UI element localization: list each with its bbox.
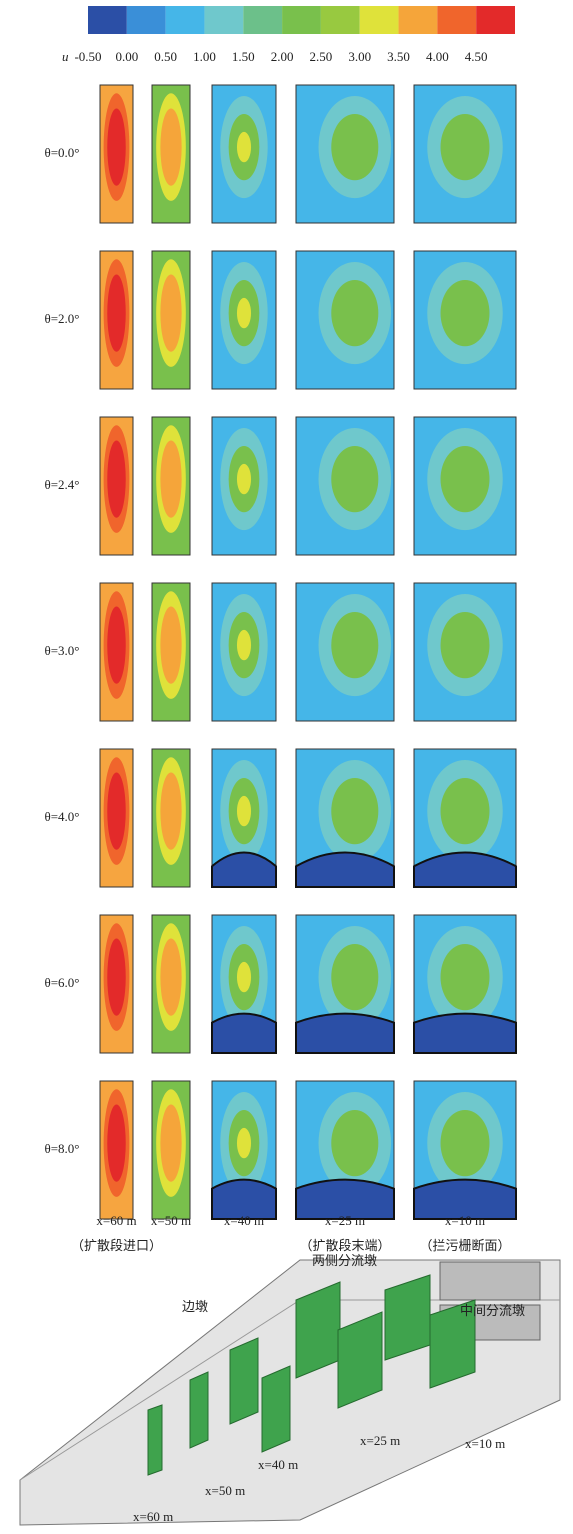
column-label: x=60 m xyxy=(96,1213,136,1228)
contour-grid: θ=0.0° θ=2.0° θ=2.4° θ=3.0° θ=4.0° θ=6.0° θ=8.… xyxy=(44,85,516,1253)
contour xyxy=(237,1128,251,1158)
colorbar-swatch xyxy=(360,6,399,34)
contour xyxy=(160,108,181,185)
colorbar-tick-label: 2.00 xyxy=(271,49,294,64)
contour xyxy=(160,274,181,351)
row-label: θ=3.0° xyxy=(44,643,79,658)
colorbar-tick-label: 1.50 xyxy=(232,49,255,64)
row-label: θ=2.0° xyxy=(44,311,79,326)
contour xyxy=(331,778,378,844)
contour xyxy=(441,280,490,346)
colorbar-tick-label: 4.50 xyxy=(465,49,488,64)
colorbar-swatch xyxy=(243,6,282,34)
row-label: θ=4.0° xyxy=(44,809,79,824)
contour xyxy=(237,298,251,328)
column-note: （扩散段进口） xyxy=(71,1238,162,1253)
row-label: θ=6.0° xyxy=(44,975,79,990)
contour xyxy=(331,612,378,678)
contour xyxy=(107,440,125,517)
contour xyxy=(160,772,181,849)
colorbar-swatch xyxy=(204,6,243,34)
column-label: x=25 m xyxy=(325,1213,365,1228)
contour xyxy=(331,446,378,512)
contour xyxy=(160,440,181,517)
column-label: x=40 m xyxy=(224,1213,264,1228)
contour xyxy=(441,612,490,678)
section-label: x=60 m xyxy=(133,1509,173,1524)
low-zone xyxy=(212,1014,276,1053)
colorbar-swatch xyxy=(321,6,360,34)
colorbar-swatch xyxy=(127,6,166,34)
colorbar-tick-label: 2.50 xyxy=(310,49,333,64)
colorbar-swatch xyxy=(88,6,127,34)
contour xyxy=(441,446,490,512)
contour xyxy=(441,944,490,1010)
contour xyxy=(107,274,125,351)
contour xyxy=(441,1110,490,1176)
colorbar-tick-label: 3.00 xyxy=(348,49,371,64)
contour xyxy=(331,944,378,1010)
colorbar-swatch xyxy=(476,6,515,34)
label-middle-splitter: 中间分流墩 xyxy=(460,1303,525,1318)
label-side-splitters: 两侧分流墩 xyxy=(312,1253,377,1268)
contour xyxy=(160,938,181,1015)
low-zone xyxy=(296,1014,394,1053)
colorbar-swatch xyxy=(282,6,321,34)
contour xyxy=(331,114,378,180)
row-label: θ=2.4° xyxy=(44,477,79,492)
column-label: x=50 m xyxy=(151,1213,191,1228)
contour xyxy=(237,796,251,826)
contour xyxy=(237,962,251,992)
contour xyxy=(160,1104,181,1181)
colorbar-swatch xyxy=(166,6,205,34)
row-label: θ=0.0° xyxy=(44,145,79,160)
section-label: x=10 m xyxy=(465,1436,505,1451)
row-label: θ=8.0° xyxy=(44,1141,79,1156)
contour xyxy=(441,114,490,180)
contour xyxy=(331,1110,378,1176)
contour xyxy=(107,938,125,1015)
section-label: x=40 m xyxy=(258,1457,298,1472)
contour xyxy=(331,280,378,346)
column-note: （扩散段末端） xyxy=(299,1238,390,1253)
contour xyxy=(107,772,125,849)
colorbar-tick-label: 4.00 xyxy=(426,49,449,64)
figure: u -0.50 0.00 0.50 1.00 1.50 2.00 2.50 3.00 3.50 4.… xyxy=(0,0,573,1534)
colorbar-tick-label: 0.00 xyxy=(115,49,138,64)
low-zone xyxy=(414,1014,516,1053)
contour xyxy=(237,630,251,660)
colorbar-swatch xyxy=(399,6,438,34)
contour xyxy=(107,108,125,185)
colorbar-tick-label: -0.50 xyxy=(74,49,101,64)
label-side-pier: 边墩 xyxy=(182,1299,208,1314)
colorbar-tick-label: 1.00 xyxy=(193,49,216,64)
column-note: （拦污栅断面） xyxy=(419,1238,510,1253)
contour xyxy=(160,606,181,683)
contour xyxy=(441,778,490,844)
column-label: x=10 m xyxy=(445,1213,485,1228)
contour xyxy=(107,1104,125,1181)
colorbar-variable: u xyxy=(62,49,69,64)
contour xyxy=(107,606,125,683)
section-label: x=50 m xyxy=(205,1483,245,1498)
section-label: x=25 m xyxy=(360,1433,400,1448)
colorbar-tick-label: 0.50 xyxy=(154,49,177,64)
contour xyxy=(237,132,251,162)
channel-diagram: 边墩 两侧分流墩 中间分流墩 x=25 m x=10 m x=40 m x=50… xyxy=(20,1253,560,1525)
contour xyxy=(237,464,251,494)
colorbar-swatch xyxy=(437,6,476,34)
colorbar-tick-label: 3.50 xyxy=(387,49,410,64)
colorbar: u -0.50 0.00 0.50 1.00 1.50 2.00 2.50 3.00 3.50 4.… xyxy=(62,6,515,64)
